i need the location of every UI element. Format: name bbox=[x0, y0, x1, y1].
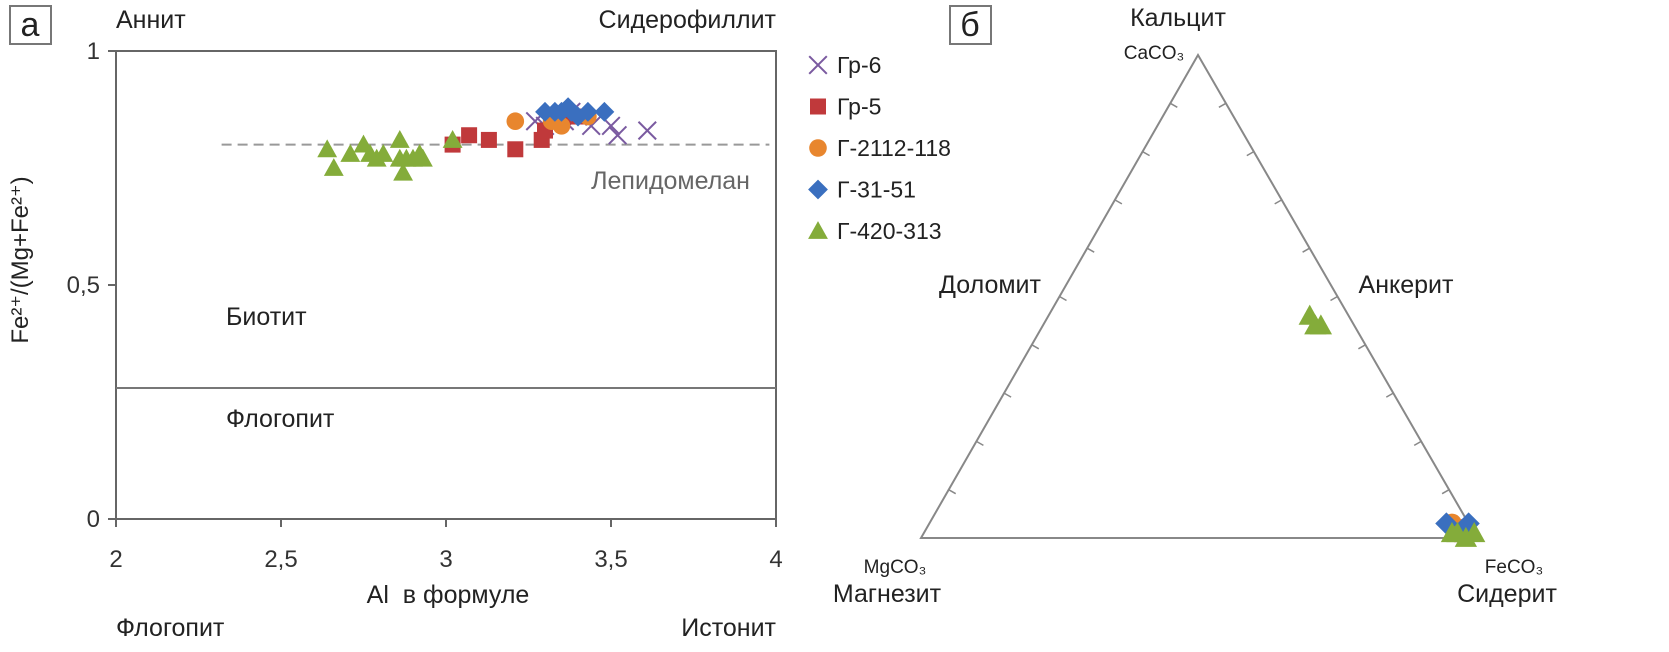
x-tick-label: 2,5 bbox=[264, 546, 297, 573]
data-points-b bbox=[1298, 304, 1486, 547]
vertex-calcite-name: Кальцит bbox=[1130, 4, 1226, 32]
legend-marker-diamond bbox=[808, 179, 828, 200]
point-a-x bbox=[608, 125, 628, 145]
ternary-ticks bbox=[948, 102, 1450, 495]
x-tick-label: 4 bbox=[769, 546, 782, 573]
point-a-square bbox=[480, 131, 497, 148]
ternary-tick-right bbox=[1330, 295, 1338, 302]
point-a-triangle bbox=[393, 162, 414, 181]
point-a-circle bbox=[506, 112, 525, 130]
axis-ticks-a: 2 2,5 3 3,5 4 0 0,5 1 bbox=[67, 38, 783, 573]
point-a-diamond bbox=[577, 101, 598, 122]
ternary-tick-left bbox=[1142, 150, 1150, 157]
point-b-triangle bbox=[1309, 314, 1333, 335]
point-a-x-stroke-b bbox=[608, 125, 628, 145]
ternary-tick-left bbox=[1169, 102, 1178, 108]
legend-marker-square bbox=[810, 98, 826, 115]
corner-phlogopite: Флогопит bbox=[116, 614, 225, 642]
ternary-tick-left bbox=[1031, 344, 1040, 350]
legend-label: Гр-5 bbox=[837, 94, 881, 120]
point-a-diamond bbox=[594, 101, 615, 122]
ternary-tick-left bbox=[1003, 392, 1012, 398]
x-tick-label: 3,5 bbox=[594, 546, 627, 573]
legend-marker-x bbox=[808, 55, 828, 75]
y-tick-label: 0 bbox=[87, 506, 100, 533]
legend-label: Гр-6 bbox=[837, 52, 881, 78]
ternary-tick-right bbox=[1413, 440, 1422, 447]
ternary-tick-right bbox=[1441, 489, 1450, 495]
panel-b: б Кальцит CaCO₃ MgCO₃ Магнезит FeCO₃ Сид… bbox=[833, 4, 1558, 608]
ternary-tick-right bbox=[1358, 344, 1366, 350]
point-a-triangle bbox=[340, 144, 361, 162]
corner-eastonite: Истонит bbox=[681, 614, 776, 642]
legend-marker-x-stroke-b bbox=[808, 55, 828, 75]
panel-b-label: б bbox=[960, 6, 979, 44]
vertex-magnesite-name: Магнезит bbox=[833, 580, 942, 608]
x-tick-label: 3 bbox=[439, 546, 452, 573]
x-tick-label: 2 bbox=[109, 546, 122, 573]
y-tick-label: 0,5 bbox=[67, 272, 100, 299]
field-lepidomelan: Лепидомелан bbox=[591, 167, 750, 195]
point-b-triangle bbox=[1463, 522, 1486, 543]
vertex-calcite-formula: CaCO₃ bbox=[1124, 43, 1185, 64]
corner-siderophyllite: Сидерофиллит bbox=[599, 6, 777, 34]
ternary-tick-left bbox=[1059, 295, 1067, 302]
vertex-siderite-name: Сидерит bbox=[1457, 580, 1557, 608]
point-a-triangle bbox=[389, 130, 410, 148]
ternary-tick-right bbox=[1246, 150, 1255, 157]
panel-a-label-box bbox=[9, 5, 52, 45]
legend-marker-circle bbox=[809, 139, 827, 157]
legend-label: Г-31-51 bbox=[837, 177, 916, 203]
y-tick-label: 1 bbox=[87, 38, 100, 65]
legend-label: Г-2112-118 bbox=[837, 135, 951, 161]
ternary-tick-left bbox=[976, 440, 984, 447]
legend: Гр-6 Гр-5 Г-2112-118 Г-31-51 Г-420-313 bbox=[808, 52, 951, 244]
field-biotite: Биотит bbox=[226, 303, 307, 331]
ternary-tick-right bbox=[1218, 102, 1227, 108]
ternary-tick-right bbox=[1385, 392, 1394, 398]
field-phlogopite: Флогопит bbox=[226, 405, 335, 433]
panel-a-label: а bbox=[21, 6, 40, 44]
side-dolomite: Доломит bbox=[939, 271, 1041, 299]
point-a-triangle bbox=[442, 130, 463, 148]
y-axis-label: Fe²⁺/(Mg+Fe²⁺) bbox=[7, 176, 34, 343]
side-ankerite: Анкерит bbox=[1359, 271, 1454, 299]
legend-marker-triangle bbox=[808, 221, 828, 239]
point-a-circle bbox=[552, 117, 571, 135]
ternary-tick-left bbox=[1114, 199, 1123, 205]
point-a-triangle bbox=[323, 158, 344, 176]
point-a-square bbox=[461, 127, 478, 144]
data-points-a bbox=[317, 97, 657, 181]
ternary-tick-left bbox=[1086, 247, 1095, 253]
point-a-square bbox=[507, 141, 524, 158]
vertex-siderite-formula: FeCO₃ bbox=[1485, 557, 1543, 578]
point-a-triangle bbox=[317, 139, 338, 158]
ternary-tick-right bbox=[1274, 199, 1283, 205]
panel-b-label-box bbox=[949, 5, 992, 45]
legend-label: Г-420-313 bbox=[837, 218, 942, 244]
ternary-tick-right bbox=[1302, 247, 1310, 253]
point-a-x-stroke-b bbox=[601, 116, 621, 136]
x-axis-label: Al в формуле bbox=[367, 581, 530, 609]
corner-annite: Аннит bbox=[116, 6, 186, 34]
vertex-magnesite-formula: MgCO₃ bbox=[864, 557, 927, 578]
ternary-tick-left bbox=[948, 489, 957, 495]
point-a-x-stroke-b bbox=[581, 116, 601, 136]
point-a-triangle bbox=[373, 144, 394, 162]
plot-area-a bbox=[115, 50, 777, 520]
point-a-x-stroke-b bbox=[637, 121, 657, 141]
point-a-x bbox=[637, 121, 657, 141]
point-a-triangle bbox=[412, 148, 433, 167]
